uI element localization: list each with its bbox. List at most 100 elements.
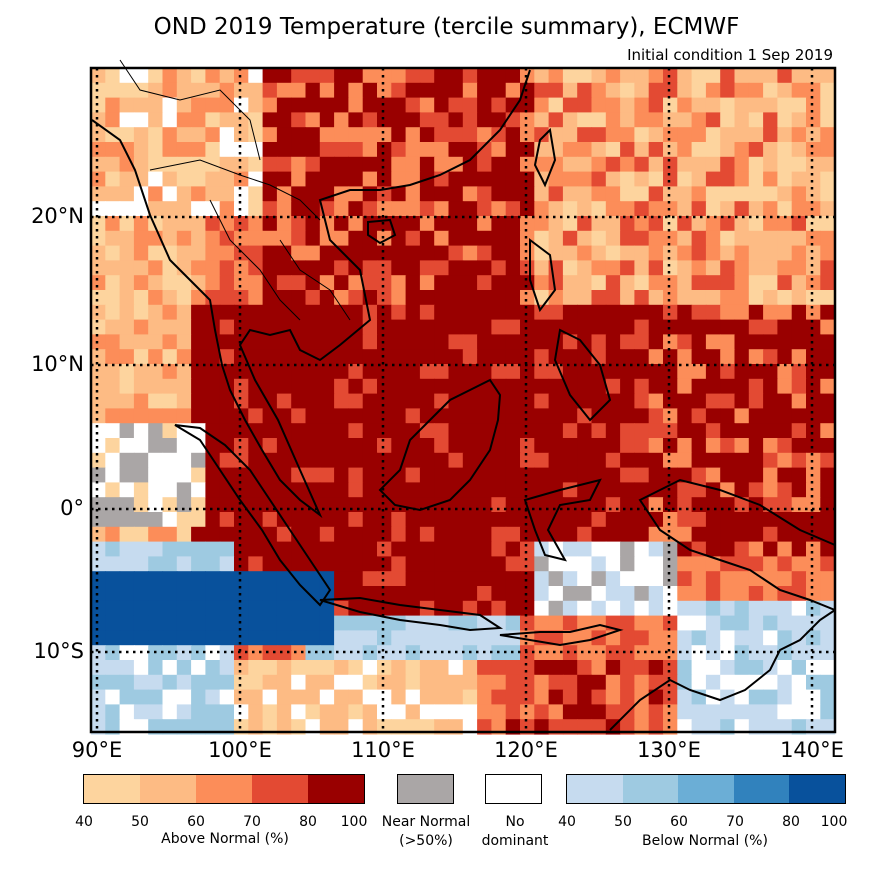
tercile-cell — [419, 660, 435, 676]
tercile-cell — [405, 82, 421, 99]
tercile-cell — [205, 526, 221, 543]
tercile-cell — [691, 68, 707, 84]
tercile-cell — [319, 378, 335, 395]
tercile-cell — [577, 452, 593, 469]
tercile-cell — [491, 615, 507, 631]
tercile-cell — [391, 408, 407, 424]
tercile-cell — [362, 334, 378, 350]
tercile-cell — [705, 112, 721, 128]
tercile-cell — [548, 630, 564, 646]
tercile-cell — [362, 571, 378, 587]
tercile-cell — [734, 586, 750, 602]
tercile-cell — [562, 127, 578, 143]
tercile-cell — [405, 467, 421, 483]
tercile-cell — [262, 571, 278, 587]
tercile-cell — [205, 467, 221, 483]
tercile-cell — [505, 82, 521, 99]
tercile-cell — [262, 334, 278, 350]
tercile-cell — [520, 216, 535, 232]
tercile-cell — [191, 704, 206, 720]
tercile-cell — [477, 600, 492, 617]
tercile-cell — [491, 201, 507, 217]
tercile-cell — [548, 364, 564, 380]
tercile-cell — [777, 230, 793, 247]
tercile-cell — [105, 97, 121, 113]
tercile-cell — [591, 497, 607, 513]
tercile-cell — [91, 68, 106, 84]
tercile-cell — [162, 600, 178, 617]
tercile-cell — [505, 245, 521, 261]
tercile-cell — [677, 526, 693, 543]
tercile-cell — [305, 334, 321, 350]
tercile-cell — [219, 245, 235, 261]
tercile-cell — [620, 630, 635, 646]
tercile-cell — [434, 127, 450, 143]
tercile-cell — [763, 541, 778, 557]
tercile-cell — [820, 586, 836, 602]
tercile-cell — [276, 349, 292, 365]
legend-near-normal-caption: Near Normal — [381, 814, 471, 830]
tercile-cell — [419, 674, 435, 691]
tercile-cell — [534, 586, 550, 602]
tercile-cell — [720, 334, 736, 350]
tercile-cell — [605, 586, 621, 602]
tercile-cell — [348, 290, 364, 306]
tercile-cell — [176, 704, 192, 720]
tercile-cell — [548, 68, 564, 84]
legend-above-caption: Above Normal (%) — [161, 831, 289, 847]
tercile-cell — [291, 630, 307, 646]
tercile-cell — [663, 260, 678, 276]
tercile-cell — [105, 674, 121, 691]
tercile-cell — [734, 600, 750, 617]
tercile-cell — [219, 112, 235, 128]
tercile-cell — [348, 660, 364, 676]
tercile-cell — [276, 689, 292, 705]
tercile-cell — [405, 142, 421, 158]
tercile-cell — [820, 156, 836, 173]
tercile-cell — [705, 290, 721, 306]
tercile-cell — [262, 438, 278, 454]
tercile-cell — [105, 497, 121, 513]
tercile-cell — [419, 704, 435, 720]
tercile-cell — [777, 349, 793, 365]
tercile-cell — [577, 112, 593, 128]
tercile-cell — [219, 186, 235, 202]
tercile-cell — [391, 260, 407, 276]
tercile-cell — [234, 630, 249, 646]
legend-above-swatch-80 — [308, 775, 364, 803]
tercile-cell — [276, 245, 292, 261]
tercile-cell — [419, 452, 435, 469]
tercile-cell — [191, 230, 206, 247]
tercile-cell — [691, 290, 707, 306]
tercile-cell — [133, 245, 149, 261]
tercile-cell — [234, 68, 249, 84]
tercile-cell — [334, 82, 349, 99]
tercile-cell — [148, 615, 164, 631]
tercile-cell — [191, 541, 206, 557]
tercile-cell — [362, 423, 378, 439]
tercile-cell — [91, 319, 106, 335]
legend-below-normal-bar — [566, 774, 846, 804]
tercile-cell — [305, 393, 321, 409]
tercile-cell — [491, 186, 507, 202]
tercile-cell — [548, 245, 564, 261]
tercile-cell — [534, 615, 550, 631]
tercile-cell — [234, 275, 249, 291]
tercile-cell — [791, 142, 807, 158]
tercile-cell — [148, 600, 164, 617]
tercile-cell — [591, 186, 607, 202]
tercile-cell — [234, 171, 249, 187]
tercile-cell — [763, 586, 778, 602]
coastlines — [91, 59, 836, 731]
tercile-cell — [148, 142, 164, 158]
tercile-cell — [548, 304, 564, 321]
tercile-cell — [419, 334, 435, 350]
tercile-cell — [720, 245, 736, 261]
tercile-cell — [634, 526, 650, 543]
tercile-cell — [377, 512, 392, 528]
tercile-cell — [491, 541, 507, 557]
tercile-cell — [234, 186, 249, 202]
tercile-cell — [377, 630, 392, 646]
tercile-cell — [362, 541, 378, 557]
tercile-cell — [391, 645, 407, 661]
